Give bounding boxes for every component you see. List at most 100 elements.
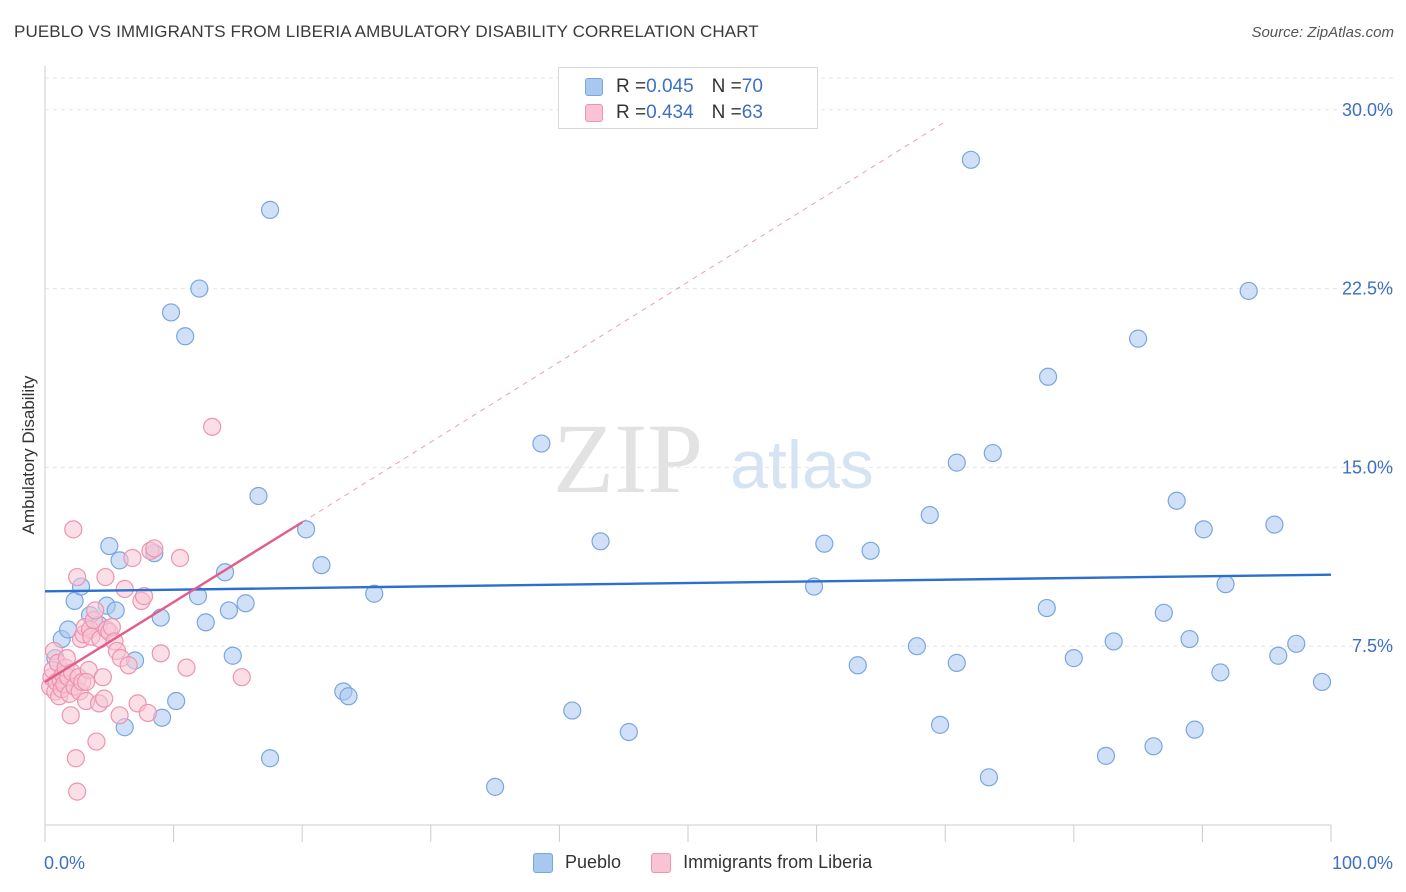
point-pueblo [861, 541, 880, 560]
point-pueblo [219, 601, 238, 620]
series-legend: Pueblo Immigrants from Liberia [533, 852, 902, 873]
source-label: Source: ZipAtlas.com [1251, 24, 1394, 41]
point-pueblo [151, 608, 170, 627]
series-liberia [41, 417, 251, 801]
point-liberia [87, 732, 106, 751]
stats-row-pueblo: R = 0.045 N = 70 [585, 75, 763, 99]
axis-layer: 7.5% 15.0% 22.5% 30.0% 0.0% 100.0% [44, 66, 1393, 873]
point-liberia [232, 668, 251, 687]
watermark-zip: ZIP [553, 403, 703, 514]
legend-swatch-liberia [651, 852, 672, 873]
point-pueblo [619, 722, 638, 742]
chart-title: PUEBLO VS IMMIGRANTS FROM LIBERIA AMBULA… [14, 22, 759, 41]
point-liberia [203, 417, 222, 436]
point-pueblo [1154, 603, 1173, 622]
y-tick-label: 7.5% [1352, 636, 1393, 656]
r-value: 0.434 [646, 102, 694, 123]
point-pueblo [223, 646, 242, 665]
point-pueblo [161, 303, 181, 322]
point-pueblo [1216, 575, 1235, 594]
point-pueblo [848, 656, 867, 675]
point-pueblo [1104, 632, 1123, 651]
point-pueblo [196, 613, 215, 632]
trend-line-pueblo [44, 573, 1332, 593]
legend-swatch-pueblo [585, 78, 603, 96]
n-label: N = [711, 102, 742, 123]
point-pueblo [1128, 329, 1148, 348]
point-liberia [134, 587, 154, 606]
point-liberia [68, 782, 87, 801]
point-liberia [93, 668, 112, 687]
point-liberia [61, 706, 80, 725]
point-liberia [170, 548, 190, 568]
point-liberia [96, 567, 115, 587]
point-pueblo [167, 691, 186, 711]
n-value: 70 [741, 76, 763, 97]
point-liberia [77, 672, 96, 692]
point-liberia [68, 567, 87, 587]
point-pueblo [486, 777, 505, 796]
point-pueblo [1096, 746, 1116, 765]
point-pueblo [260, 749, 280, 768]
grid-layer [45, 77, 1393, 647]
stats-legend: R = 0.045 N = 70 R = 0.434 N = 63 [558, 67, 818, 129]
points-layer [41, 150, 1332, 801]
point-pueblo [983, 443, 1002, 463]
point-liberia [123, 548, 142, 568]
legend-swatch-liberia [585, 104, 603, 122]
point-pueblo [1287, 634, 1306, 653]
point-liberia [119, 656, 138, 675]
y-tick-label: 22.5% [1342, 279, 1393, 299]
trend-extension-liberia [301, 121, 946, 523]
point-pueblo [249, 486, 268, 506]
point-pueblo [947, 453, 966, 472]
x-tick-label-min: 0.0% [44, 853, 85, 873]
point-liberia [151, 644, 170, 663]
y-tick-label: 15.0% [1342, 457, 1393, 477]
point-pueblo [979, 768, 999, 787]
n-value: 63 [741, 102, 763, 123]
x-tick-label-max: 100.0% [1332, 853, 1393, 873]
point-liberia [138, 703, 157, 723]
legend-swatch-pueblo [533, 852, 553, 873]
point-pueblo [532, 434, 551, 453]
point-pueblo [961, 150, 981, 169]
point-pueblo [930, 715, 950, 734]
point-liberia [86, 601, 105, 620]
trend-line-liberia [44, 521, 303, 683]
point-pueblo [1144, 737, 1163, 756]
point-pueblo [947, 653, 966, 672]
y-axis-label: Ambulatory Disability [19, 375, 38, 534]
r-value: 0.045 [646, 76, 694, 97]
point-pueblo [296, 520, 316, 539]
point-liberia [145, 539, 164, 558]
point-liberia [115, 579, 134, 599]
trend-layer [44, 121, 1332, 683]
point-liberia [177, 658, 196, 677]
point-liberia [64, 520, 83, 539]
y-tick-label: 30.0% [1342, 100, 1393, 120]
point-pueblo [312, 556, 331, 575]
point-pueblo [1194, 520, 1213, 539]
point-pueblo [591, 532, 610, 551]
point-pueblo [1312, 672, 1332, 692]
point-pueblo [1037, 598, 1056, 618]
point-pueblo [1211, 663, 1230, 682]
point-pueblo [1180, 629, 1199, 649]
watermark: ZIP atlas [553, 403, 874, 514]
point-pueblo [1167, 491, 1186, 510]
point-pueblo [176, 327, 195, 346]
point-pueblo [563, 701, 582, 720]
point-pueblo [236, 594, 255, 613]
watermark-atlas: atlas [730, 427, 874, 503]
legend-label-pueblo: Pueblo [565, 852, 622, 872]
point-liberia [95, 689, 114, 708]
point-liberia [110, 706, 129, 725]
legend-item-liberia[interactable]: Immigrants from Liberia [651, 852, 872, 873]
point-pueblo [260, 200, 280, 219]
legend-item-pueblo[interactable]: Pueblo [533, 852, 621, 873]
point-liberia [66, 749, 85, 768]
point-pueblo [365, 584, 384, 603]
r-label: R = [616, 76, 647, 97]
